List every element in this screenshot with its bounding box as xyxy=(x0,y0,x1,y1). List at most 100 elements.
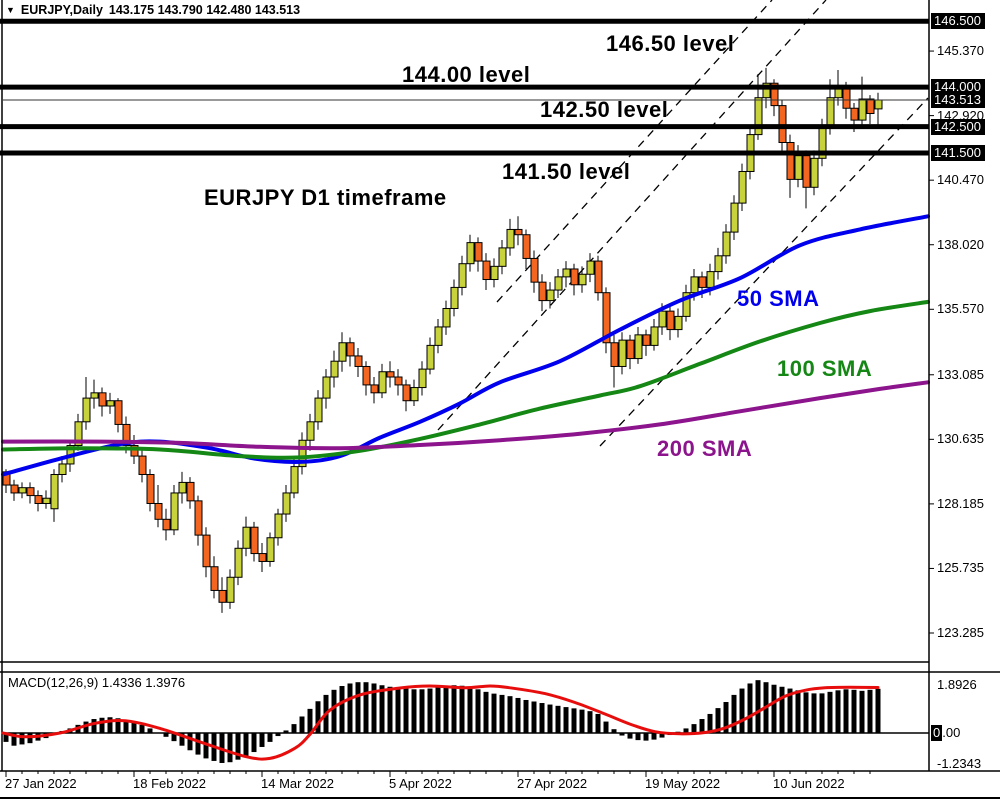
candle-bull xyxy=(18,487,27,494)
symbol-dropdown-icon[interactable]: ▼ xyxy=(6,5,15,15)
candle-bull xyxy=(178,481,187,494)
macd-axis-upper: 1.8926 xyxy=(937,676,977,692)
candle-bull xyxy=(442,307,451,328)
macd-hist-bar xyxy=(171,733,177,742)
macd-hist-bar xyxy=(795,690,801,733)
candle-bear xyxy=(778,105,787,143)
macd-hist-bar xyxy=(179,733,185,746)
macd-hist-bar xyxy=(819,693,825,733)
macd-hist-bar xyxy=(747,683,753,733)
macd-hist-bar xyxy=(139,724,145,733)
candle-bull xyxy=(330,360,339,378)
x-axis-label-18-Feb-2022: 18 Feb 2022 xyxy=(133,776,207,791)
macd-hist-bar xyxy=(611,729,617,733)
macd-hist-bar xyxy=(395,687,401,733)
macd-hist-bar xyxy=(659,733,665,738)
candle-bear xyxy=(570,268,579,286)
candle-bull xyxy=(546,289,555,302)
chart-title: EURJPY,Daily xyxy=(20,3,103,17)
y-axis-label-145.370: 145.370 xyxy=(937,43,984,59)
macd-hist-bar xyxy=(459,685,465,733)
candle-bull xyxy=(338,342,347,362)
x-axis-label-5-Apr-2022: 5 Apr 2022 xyxy=(389,776,452,791)
candle-bull xyxy=(322,376,331,399)
trendline-1 xyxy=(437,0,827,431)
macd-hist-bar xyxy=(827,691,833,733)
candle-bull xyxy=(858,98,867,121)
candle-bear xyxy=(866,98,875,115)
candle-bull xyxy=(706,271,715,288)
candle-bear xyxy=(362,365,371,386)
candle-bear xyxy=(218,589,227,603)
macd-hist-bar xyxy=(523,699,529,733)
y-axis-label-138.020: 138.020 xyxy=(937,236,984,252)
macd-hist-bar xyxy=(387,686,393,733)
candle-bull xyxy=(434,326,443,346)
candle-bull xyxy=(266,537,275,562)
macd-hist-bar xyxy=(155,732,161,734)
y-axis-label-128.185: 128.185 xyxy=(937,495,984,511)
macd-hist-bar xyxy=(531,701,537,733)
macd-hist-bar xyxy=(371,683,377,733)
trendline-3 xyxy=(599,97,929,447)
macd-hist-bar xyxy=(163,733,169,737)
macd-axis-lower: -1.2343 xyxy=(937,756,982,772)
macd-hist-bar xyxy=(19,733,25,745)
candle-bull xyxy=(234,547,243,578)
macd-hist-bar xyxy=(243,733,249,756)
macd-hist-bar xyxy=(651,733,657,740)
y-axis-tag-144.000: 144.000 xyxy=(931,79,985,96)
macd-hist-bar xyxy=(419,689,425,733)
candle-bull xyxy=(82,397,91,423)
candle-bull xyxy=(554,276,563,291)
candle-bull xyxy=(714,255,723,273)
macd-hist-bar xyxy=(267,733,273,742)
macd-hist-bar xyxy=(507,696,513,733)
sma200-label: 200 SMA xyxy=(657,436,753,461)
candle-bull xyxy=(578,273,587,286)
candle-bear xyxy=(258,553,267,562)
macd-hist-bar xyxy=(203,733,209,759)
candle-bear xyxy=(626,339,635,360)
sma100-line xyxy=(1,299,930,460)
macd-hist-bar xyxy=(435,687,441,733)
candle-bear xyxy=(474,242,483,262)
candle-bull xyxy=(90,392,99,399)
candle-bear xyxy=(250,526,259,555)
macd-indicator-label: MACD(12,26,9) 1.4336 1.3976 xyxy=(8,675,186,690)
candle-bear xyxy=(154,502,163,520)
candle-bear xyxy=(850,107,859,121)
candle-bear xyxy=(386,371,395,378)
y-axis-label-123.285: 123.285 xyxy=(937,625,984,640)
x-axis-label-27-Jan-2022: 27 Jan 2022 xyxy=(5,776,77,791)
macd-hist-bar xyxy=(347,683,353,733)
x-axis-label-10-Jun-2022: 10 Jun 2022 xyxy=(773,776,845,791)
candle-bull xyxy=(298,439,307,468)
candle-bull xyxy=(618,339,627,367)
macd-hist-bar xyxy=(331,689,337,733)
y-axis-label-135.570: 135.570 xyxy=(937,301,984,317)
macd-hist-bar xyxy=(731,694,737,733)
macd-hist-bar xyxy=(843,689,849,733)
candle-bull xyxy=(226,576,235,603)
macd-hist-bar xyxy=(835,690,841,733)
macd-hist-bar xyxy=(547,704,553,733)
candle-bull xyxy=(722,231,731,257)
macd-hist-bar xyxy=(851,689,857,733)
candle-bull xyxy=(42,497,51,504)
y-axis-tag-143.513: 143.513 xyxy=(931,91,985,108)
candle-bear xyxy=(114,400,123,425)
candle-bull xyxy=(50,474,59,510)
candle-bull xyxy=(170,492,179,531)
macd-hist-bar xyxy=(683,728,689,733)
macd-hist-bar xyxy=(283,730,289,733)
macd-hist-bar xyxy=(699,719,705,733)
macd-hist-bar xyxy=(571,708,577,733)
candle-bull xyxy=(738,170,747,204)
macd-hist-bar xyxy=(811,693,817,733)
x-axis-label-14-Mar-2022: 14 Mar 2022 xyxy=(261,776,334,791)
candle-bear xyxy=(130,445,139,457)
y-axis-label-130.635: 130.635 xyxy=(937,431,984,447)
